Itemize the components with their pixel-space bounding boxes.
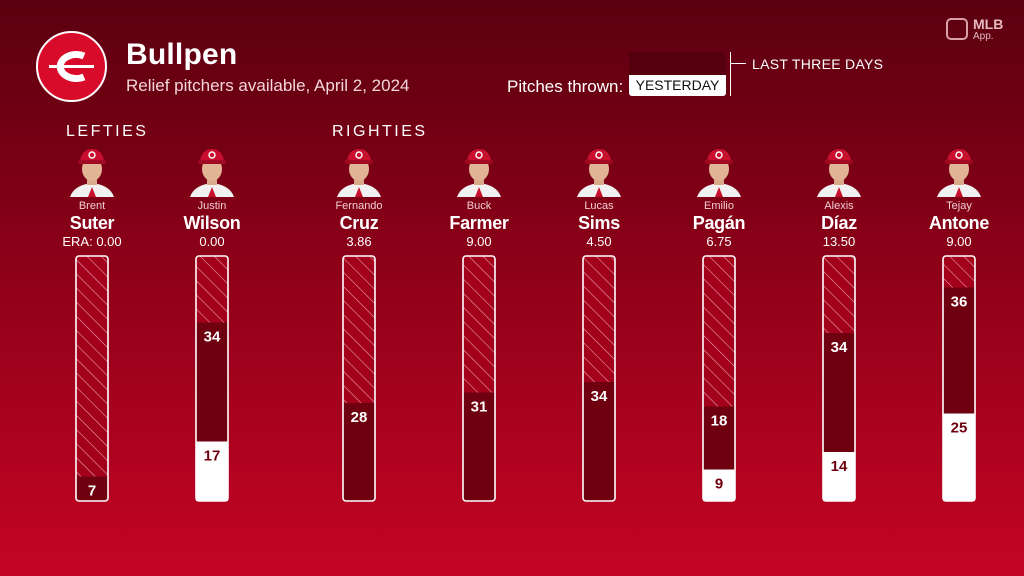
player-era: ERA: 0.00 [62, 234, 122, 249]
player-card-cruz: Fernando Cruz 3.86 [309, 145, 409, 250]
player-last-name: Cruz [339, 213, 379, 233]
bar-last-three-days-antone [943, 287, 975, 414]
bar-outline-pag-n [702, 255, 736, 502]
player-era: 9.00 [946, 234, 972, 249]
player-first-name: Emilio [704, 200, 734, 212]
player-headshot-icon [457, 149, 501, 197]
player-card-wilson: Justin Wilson 0.00 [162, 145, 262, 250]
legend-swatch-last-three-days [629, 52, 726, 76]
player-era: 13.50 [822, 234, 856, 249]
player-headshot-icon [937, 149, 981, 197]
bar-last-three-days-wilson [196, 322, 228, 442]
mlb-app-icon [946, 18, 968, 40]
player-card-farmer: Buck Farmer 9.00 [429, 145, 529, 250]
player-last-name: Pagán [692, 213, 746, 233]
player-card-pag-n: Emilio Pagán 6.75 [669, 145, 769, 250]
bar-last-three-days-pag-n [703, 406, 735, 470]
reds-c-logo-icon [49, 51, 94, 82]
data-label-last-three-days-cruz: 28 [351, 409, 368, 426]
player-card-antone: Tejay Antone 9.00 [909, 145, 1009, 250]
group-label-lefties: LEFTIES [66, 123, 149, 140]
player-headshot-icon [817, 149, 861, 197]
player-first-name: Alexis [824, 200, 854, 212]
page-subtitle: Relief pitchers available, April 2, 2024 [126, 76, 410, 95]
data-label-yesterday-wilson: 17 [204, 448, 221, 465]
player-first-name: Tejay [946, 200, 972, 212]
legend-swatch-yesterday: YESTERDAY [629, 75, 726, 96]
player-card-sims: Lucas Sims 4.50 [549, 145, 649, 250]
data-label-last-three-days-d-az: 34 [831, 339, 848, 356]
player-card-suter: Brent Suter ERA: 0.00 [42, 145, 142, 250]
mlb-app-logo: MLB App. [946, 16, 1010, 44]
bar-outline-d-az [822, 255, 856, 502]
page-title: Bullpen [126, 38, 238, 71]
player-last-name: Farmer [449, 213, 509, 233]
player-era: 0.00 [199, 234, 225, 249]
bar-last-three-days-cruz [343, 403, 375, 501]
bar-last-three-days-farmer [463, 392, 495, 501]
player-first-name: Lucas [584, 200, 614, 212]
data-label-yesterday-d-az: 14 [831, 458, 848, 475]
player-first-name: Buck [466, 200, 492, 212]
mlb-app-subtext: App. [973, 31, 994, 42]
legend-last-three-days-label: LAST THREE DAYS [752, 56, 884, 72]
bar-outline-suter [75, 255, 109, 502]
player-last-name: Antone [928, 213, 990, 233]
player-first-name: Fernando [335, 200, 383, 212]
bar-last-three-days-suter [76, 476, 108, 501]
legend-label: Pitches thrown: [507, 77, 624, 96]
mlb-app-text: MLB [973, 16, 1004, 32]
player-era: 6.75 [706, 234, 732, 249]
bar-outline-wilson [195, 255, 229, 502]
bar-outline-antone [942, 255, 976, 502]
player-last-name: Sims [578, 213, 620, 233]
player-last-name: Suter [69, 213, 115, 233]
legend-bracket [730, 52, 731, 96]
bar-outline-farmer [462, 255, 496, 502]
data-label-last-three-days-sims: 34 [591, 388, 608, 405]
bar-last-three-days-sims [583, 382, 615, 501]
bar-yesterday-d-az [823, 452, 855, 501]
bar-yesterday-pag-n [703, 469, 735, 501]
player-headshot-icon [70, 149, 114, 197]
player-era: 3.86 [346, 234, 372, 249]
bar-yesterday-antone [943, 413, 975, 501]
player-headshot-icon [697, 149, 741, 197]
bar-outline-cruz [342, 255, 376, 502]
bar-last-three-days-d-az [823, 333, 855, 452]
player-era: 9.00 [466, 234, 492, 249]
data-label-last-three-days-suter: 7 [88, 483, 96, 500]
data-label-last-three-days-pag-n: 18 [711, 413, 728, 430]
legend-tick [730, 63, 746, 64]
data-label-last-three-days-wilson: 34 [204, 329, 221, 346]
player-headshot-icon [577, 149, 621, 197]
player-era: 4.50 [586, 234, 612, 249]
data-label-yesterday-pag-n: 9 [715, 476, 723, 493]
bar-yesterday-wilson [196, 441, 228, 501]
bar-available-suter [76, 256, 108, 501]
group-label-righties: RIGHTIES [332, 123, 428, 140]
data-label-last-three-days-antone: 36 [951, 294, 968, 311]
reds-logo [36, 31, 107, 102]
bar-outline-sims [582, 255, 616, 502]
player-first-name: Justin [197, 200, 227, 212]
player-last-name: Wilson [183, 213, 241, 233]
player-card-d-az: Alexis Díaz 13.50 [789, 145, 889, 250]
player-first-name: Brent [78, 200, 106, 212]
player-last-name: Díaz [821, 213, 857, 233]
player-headshot-icon [190, 149, 234, 197]
data-label-yesterday-antone: 25 [951, 420, 968, 437]
player-headshot-icon [337, 149, 381, 197]
data-label-last-three-days-farmer: 31 [471, 399, 488, 416]
